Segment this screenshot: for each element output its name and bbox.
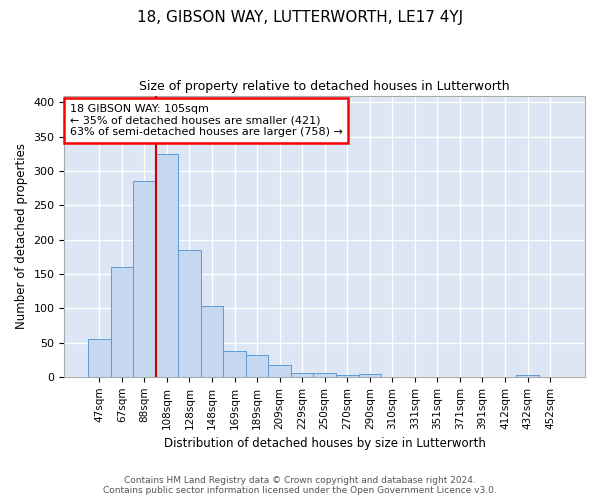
Bar (88, 339, 110, 377)
Bar (133, 182, 155, 377)
Bar (246, 355, 268, 377)
Bar (201, 306, 223, 377)
Text: Contains HM Land Registry data © Crown copyright and database right 2024.
Contai: Contains HM Land Registry data © Crown c… (103, 476, 497, 495)
Bar (516, 375, 539, 377)
Text: 18, GIBSON WAY, LUTTERWORTH, LE17 4YJ: 18, GIBSON WAY, LUTTERWORTH, LE17 4YJ (137, 10, 463, 25)
Bar (291, 372, 313, 377)
Title: Size of property relative to detached houses in Lutterworth: Size of property relative to detached ho… (139, 80, 510, 93)
Bar (178, 250, 201, 377)
Text: 18 GIBSON WAY: 105sqm
← 35% of detached houses are smaller (421)
63% of semi-det: 18 GIBSON WAY: 105sqm ← 35% of detached … (70, 104, 343, 137)
Bar (110, 267, 133, 377)
Bar (155, 154, 178, 377)
Bar (223, 351, 246, 377)
Bar (268, 365, 291, 377)
Bar (313, 374, 336, 377)
X-axis label: Distribution of detached houses by size in Lutterworth: Distribution of detached houses by size … (164, 437, 485, 450)
Bar (336, 375, 359, 377)
Bar (359, 374, 381, 377)
Y-axis label: Number of detached properties: Number of detached properties (15, 143, 28, 329)
